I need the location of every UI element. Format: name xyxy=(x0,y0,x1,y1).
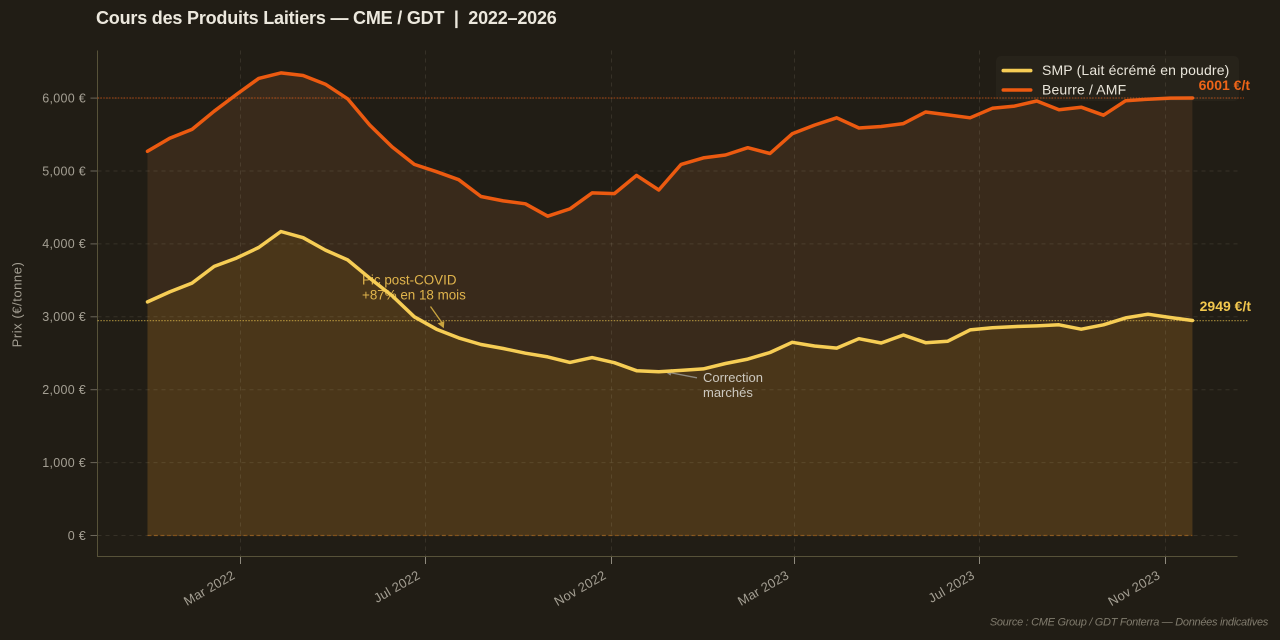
svg-text:3,000 €: 3,000 € xyxy=(42,310,86,324)
svg-text:+87% en 18 mois: +87% en 18 mois xyxy=(362,287,466,302)
svg-text:2949 €/t: 2949 €/t xyxy=(1200,298,1252,314)
svg-text:6001 €/t: 6001 €/t xyxy=(1199,77,1251,93)
svg-text:marchés: marchés xyxy=(703,385,753,400)
svg-text:0 €: 0 € xyxy=(68,529,86,543)
svg-text:SMP (Lait écrémé en poudre): SMP (Lait écrémé en poudre) xyxy=(1042,62,1229,78)
svg-text:2,000 €: 2,000 € xyxy=(42,383,86,397)
svg-text:Prix (€/tonne): Prix (€/tonne) xyxy=(10,262,25,348)
svg-text:1,000 €: 1,000 € xyxy=(42,456,86,470)
svg-text:Source : CME Group / GDT Fonte: Source : CME Group / GDT Fonterra — Donn… xyxy=(990,617,1269,629)
svg-text:Pic post-COVID: Pic post-COVID xyxy=(362,273,457,288)
svg-text:6,000 €: 6,000 € xyxy=(42,91,86,105)
svg-text:4,000 €: 4,000 € xyxy=(42,237,86,251)
svg-text:Cours des Produits Laitiers —: Cours des Produits Laitiers — CME / GDT … xyxy=(96,8,557,28)
svg-text:Beurre / AMF: Beurre / AMF xyxy=(1042,81,1126,97)
svg-text:5,000 €: 5,000 € xyxy=(42,164,86,178)
svg-text:Correction: Correction xyxy=(703,370,763,385)
